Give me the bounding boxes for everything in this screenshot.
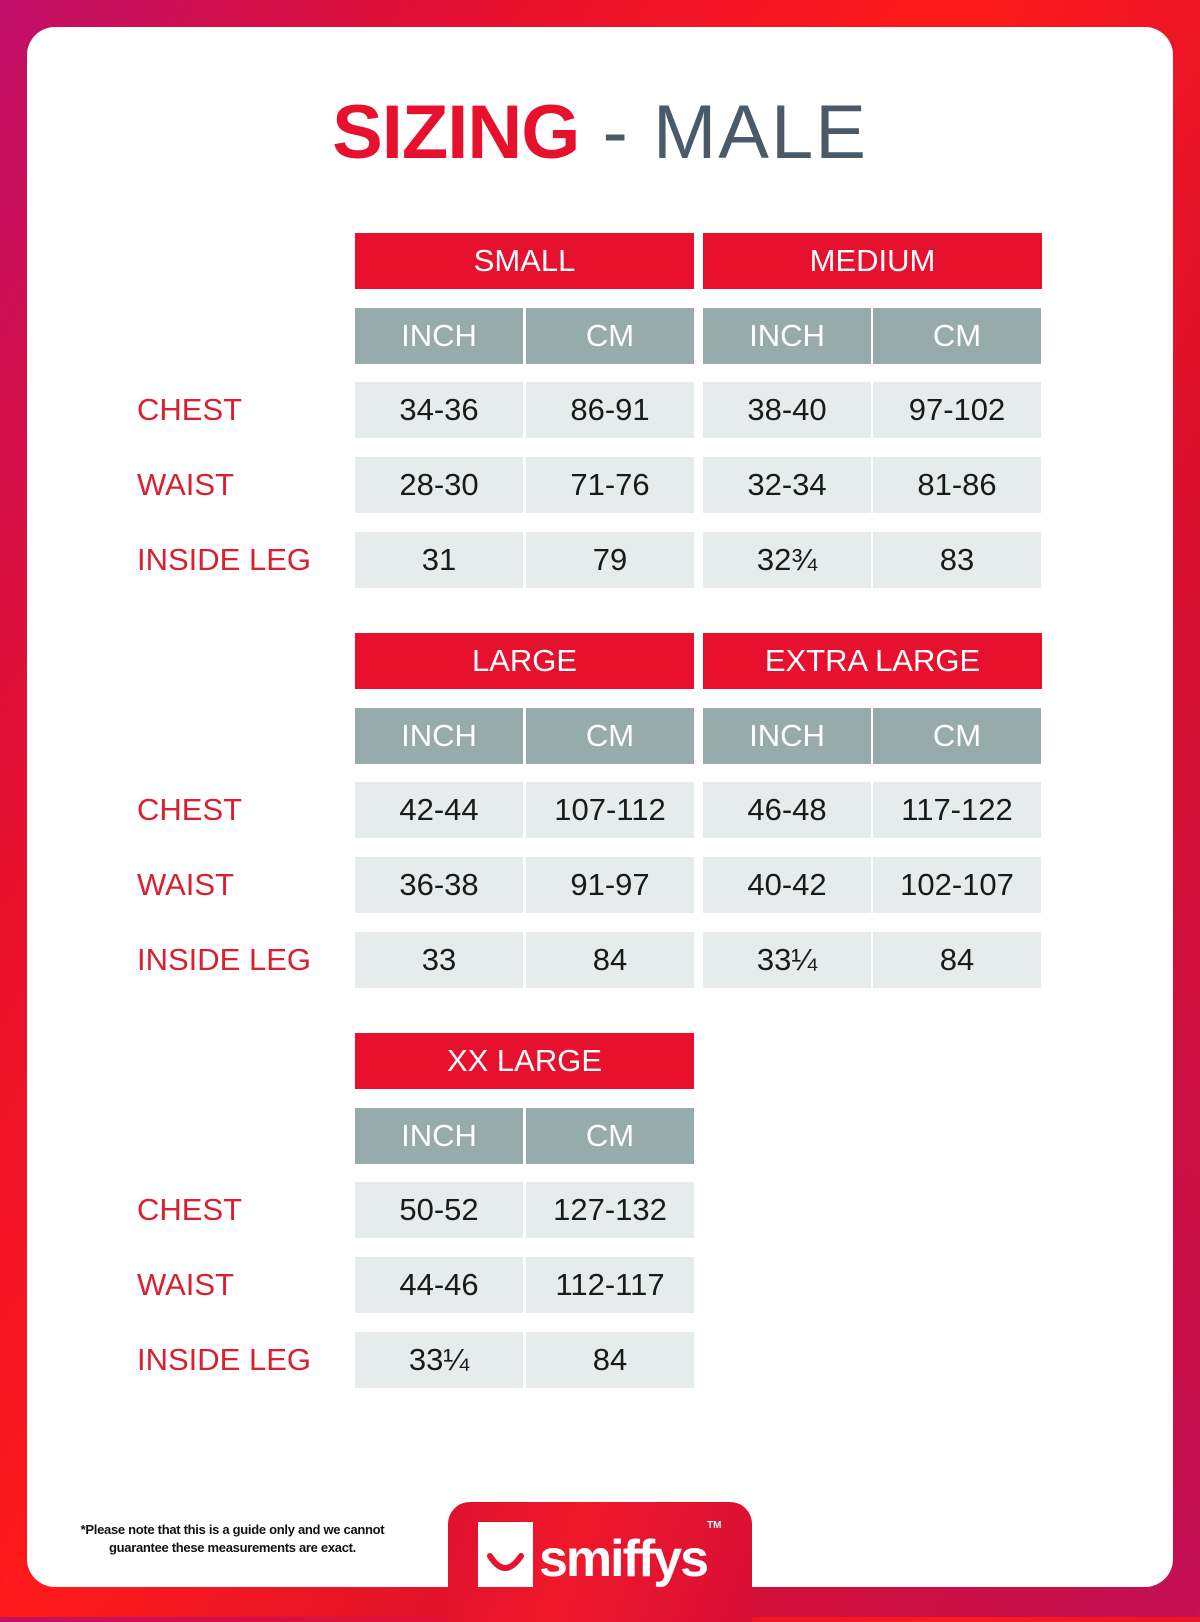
row-label: WAIST — [137, 867, 235, 902]
unit-header: INCH — [355, 1108, 523, 1164]
measurement-cell: 84 — [526, 932, 694, 988]
measurement-cell: 117-122 — [873, 782, 1041, 838]
measurement-cell: 127-132 — [526, 1182, 694, 1238]
title-rest: - MALE — [579, 90, 868, 175]
measurement-cell: 33¼ — [355, 1332, 523, 1388]
row-label: INSIDE LEG — [137, 542, 311, 577]
size-header: XX LARGE — [355, 1033, 694, 1089]
unit-header: INCH — [355, 308, 523, 364]
unit-header: INCH — [703, 708, 871, 764]
measurement-cell: 81-86 — [873, 457, 1041, 513]
measurement-cell: 79 — [526, 532, 694, 588]
measurement-cell: 84 — [526, 1332, 694, 1388]
measurement-cell: 107-112 — [526, 782, 694, 838]
footnote: *Please note that this is a guide only a… — [80, 1522, 385, 1555]
measurement-cell: 91-97 — [526, 857, 694, 913]
unit-header: INCH — [703, 308, 871, 364]
measurement-cell: 112-117 — [526, 1257, 694, 1313]
measurement-cell: 42-44 — [355, 782, 523, 838]
size-header: LARGE — [355, 633, 694, 689]
measurement-cell: 28-30 — [355, 457, 523, 513]
logo-tm: TM — [707, 1520, 722, 1531]
smiffys-logo: smiffys TM — [478, 1520, 722, 1588]
measurement-cell: 44-46 — [355, 1257, 523, 1313]
row-label: CHEST — [137, 792, 243, 827]
size-header: EXTRA LARGE — [703, 633, 1042, 689]
measurement-cell: 40-42 — [703, 857, 871, 913]
logo-text: smiffys — [539, 1530, 709, 1588]
row-label: INSIDE LEG — [137, 1342, 311, 1377]
smile-icon — [478, 1522, 533, 1587]
size-header: SMALL — [355, 233, 694, 289]
measurement-cell: 31 — [355, 532, 523, 588]
row-label: WAIST — [137, 1267, 235, 1302]
measurement-cell: 33 — [355, 932, 523, 988]
measurement-cell: 84 — [873, 932, 1041, 988]
row-label: WAIST — [137, 467, 235, 502]
size-header: MEDIUM — [703, 233, 1042, 289]
unit-header: CM — [873, 708, 1041, 764]
unit-header: INCH — [355, 708, 523, 764]
unit-header: CM — [873, 308, 1041, 364]
unit-header: CM — [526, 708, 694, 764]
unit-header: CM — [526, 308, 694, 364]
measurement-cell: 83 — [873, 532, 1041, 588]
measurement-cell: 38-40 — [703, 382, 871, 438]
measurement-cell: 46-48 — [703, 782, 871, 838]
unit-header: CM — [526, 1108, 694, 1164]
measurement-cell: 32-34 — [703, 457, 871, 513]
measurement-cell: 102-107 — [873, 857, 1041, 913]
row-label: CHEST — [137, 1192, 243, 1227]
measurement-cell: 50-52 — [355, 1182, 523, 1238]
measurement-cell: 36-38 — [355, 857, 523, 913]
measurement-cell: 32¾ — [703, 532, 871, 588]
measurement-cell: 34-36 — [355, 382, 523, 438]
row-label: CHEST — [137, 392, 243, 427]
title-bold: SIZING — [332, 90, 580, 175]
measurement-cell: 97-102 — [873, 382, 1041, 438]
measurement-cell: 33¼ — [703, 932, 871, 988]
measurement-cell: 71-76 — [526, 457, 694, 513]
measurement-cell: 86-91 — [526, 382, 694, 438]
page-title: SIZING - MALE — [0, 88, 1200, 178]
row-label: INSIDE LEG — [137, 942, 311, 977]
